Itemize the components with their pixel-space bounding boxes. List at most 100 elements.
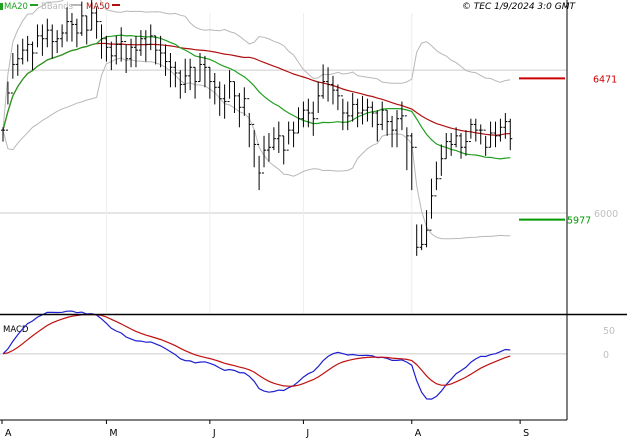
macd-signal-line (2, 313, 511, 387)
date-tick-label: J (305, 428, 309, 439)
ohlc-bar (399, 101, 404, 131)
ohlc-bar (316, 81, 321, 120)
ohlc-bar (488, 121, 493, 148)
ohlc-bar (15, 44, 20, 76)
ohlc-bar (99, 21, 104, 59)
macd-title: MACD (3, 325, 29, 335)
macd-line (2, 310, 511, 400)
ohlc-bar (119, 27, 124, 62)
ohlc-bar (360, 95, 365, 125)
ohlc-bar (183, 58, 188, 93)
ohlc-bar (163, 44, 168, 76)
price-tick-label: 6000 (594, 209, 618, 220)
ohlc-bar (493, 121, 498, 148)
ohlc-bar (74, 18, 79, 48)
ohlc-bars (1, 0, 513, 256)
ohlc-bar (65, 7, 70, 42)
ohlc-bar (232, 81, 237, 113)
ohlc-bar (198, 53, 202, 83)
ohlc-bar (20, 38, 25, 65)
ohlc-bar (409, 133, 414, 191)
ohlc-bar (217, 81, 222, 116)
ohlc-bar (114, 35, 119, 65)
ohlc-bar (153, 35, 158, 65)
price-panel: 6471 5977 6000 (0, 0, 618, 313)
date-tick-label: S (523, 428, 529, 439)
ohlc-bar (45, 18, 50, 48)
legend-ma20-swatch (0, 3, 3, 10)
ohlc-bar (168, 53, 173, 88)
ohlc-bar (109, 41, 114, 71)
ohlc-bar (483, 129, 488, 156)
ohlc-bar (365, 98, 370, 122)
ohlc-bar (257, 143, 262, 191)
ohlc-bar (35, 24, 40, 54)
ohlc-bar (207, 66, 212, 99)
ohlc-bar (252, 123, 257, 168)
ma20-line (2, 34, 511, 160)
ohlc-bar (385, 109, 390, 136)
ohlc-bar (468, 118, 473, 143)
ohlc-bar (380, 101, 385, 131)
ohlc-bar (247, 98, 252, 148)
ohlc-bar (301, 101, 306, 128)
ohlc-bar (69, 13, 74, 42)
ohlc-bar (463, 130, 468, 156)
ohlc-bar (498, 118, 503, 142)
ohlc-bar (222, 84, 227, 119)
ohlc-bar (94, 7, 99, 39)
ohlc-bar (104, 35, 109, 62)
ohlc-bar (89, 0, 94, 31)
legend-bbands-label: BBands (41, 2, 74, 12)
ohlc-bar (60, 24, 65, 48)
ohlc-bar (306, 98, 311, 128)
ohlc-bar (404, 115, 409, 171)
chart-timestamp: © TEC 1/9/2024 3:0 GMT (462, 2, 577, 12)
ohlc-bar (5, 81, 10, 131)
support-label: 5977 (567, 216, 591, 227)
ohlc-bar (281, 135, 286, 165)
ohlc-bar (503, 113, 508, 139)
macd-tick-label: 0 (603, 350, 609, 361)
macd-tick-label: 50 (603, 326, 615, 337)
ohlc-bar (178, 70, 183, 99)
price-axis: 6000 (594, 209, 618, 220)
ohlc-bar (444, 133, 449, 160)
ohlc-bar (271, 127, 276, 151)
ohlc-bar (158, 35, 163, 68)
ohlc-bar (143, 30, 148, 62)
ohlc-bar (262, 135, 267, 174)
ohlc-bar (449, 133, 454, 156)
ohlc-bar (148, 24, 153, 51)
ohlc-bar (276, 121, 281, 153)
support-resistance-levels: 6471 5977 (519, 74, 617, 227)
ohlc-bar (55, 30, 60, 53)
ohlc-bar (193, 66, 198, 99)
ohlc-bar (227, 70, 232, 103)
ohlc-bar (350, 93, 355, 122)
ohlc-bar (124, 41, 129, 73)
ohlc-bar (375, 110, 380, 142)
date-tick-label: A (415, 428, 422, 439)
ohlc-bar (10, 53, 15, 94)
ohlc-bar (188, 58, 193, 91)
ohlc-bar (473, 118, 478, 142)
date-tick-label: J (212, 428, 216, 439)
date-tick-label: A (5, 428, 12, 439)
ohlc-bar (508, 118, 513, 151)
ohlc-bar (129, 38, 134, 68)
ohlc-bar (355, 98, 360, 128)
ohlc-bar (419, 224, 424, 251)
ohlc-bar (330, 75, 335, 105)
moving-averages (2, 34, 511, 160)
ohlc-bar (237, 93, 242, 128)
ohlc-bar (390, 115, 395, 148)
macd-lines (2, 310, 511, 400)
ohlc-bar (439, 144, 444, 180)
ohlc-bar (429, 178, 434, 231)
chart-legend: MA20 BBands MA50 (0, 2, 120, 12)
legend-ma20-label: MA20 (4, 2, 28, 12)
ohlc-bar (30, 41, 35, 71)
